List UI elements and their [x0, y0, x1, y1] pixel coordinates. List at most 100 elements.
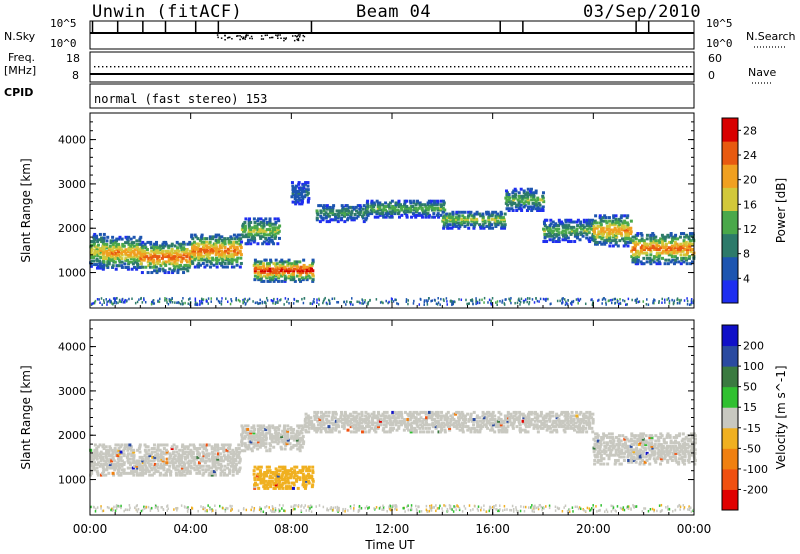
data-cell	[379, 417, 383, 421]
data-cell	[244, 235, 248, 239]
data-cell	[335, 425, 339, 429]
data-cell	[107, 248, 111, 252]
data-cell	[450, 226, 454, 230]
data-cell	[139, 471, 143, 475]
data-cell	[487, 219, 491, 223]
data-cell	[300, 198, 304, 202]
data-cell	[169, 473, 173, 477]
data-cell	[179, 267, 183, 271]
data-cell	[274, 483, 278, 487]
data-cell	[496, 221, 500, 225]
data-cell	[282, 271, 286, 275]
nave-point	[346, 66, 348, 68]
data-cell	[566, 412, 570, 416]
data-cell	[201, 455, 205, 459]
data-cell	[308, 267, 312, 271]
data-cell	[264, 445, 268, 449]
data-cell	[371, 419, 375, 423]
data-cell	[587, 238, 591, 242]
ground-scatter-cell	[603, 296, 605, 300]
data-cell	[532, 196, 536, 200]
data-cell	[582, 218, 586, 222]
data-cell	[515, 416, 519, 420]
data-cell	[99, 255, 103, 259]
data-cell	[419, 416, 423, 420]
data-cell	[266, 483, 270, 487]
data-cell	[400, 213, 404, 217]
data-cell	[424, 410, 428, 414]
data-cell	[141, 265, 145, 269]
data-cell	[436, 199, 440, 203]
data-cell	[171, 452, 175, 456]
data-cell	[165, 470, 169, 474]
data-cell	[415, 423, 419, 427]
data-cell	[366, 210, 370, 214]
data-cell	[631, 246, 635, 250]
ground-scatter-cell	[490, 299, 492, 303]
data-cell	[521, 414, 525, 418]
ground-scatter-cell	[533, 301, 536, 304]
data-cell	[682, 244, 686, 248]
nsearch-point	[227, 36, 230, 39]
data-cell	[350, 417, 354, 421]
data-cell	[400, 416, 404, 420]
data-cell	[135, 464, 139, 468]
nsearch-point	[271, 36, 274, 39]
data-cell	[272, 445, 276, 449]
data-cell	[98, 238, 102, 242]
data-cell	[426, 201, 430, 205]
data-cell	[504, 416, 508, 420]
data-cell	[243, 224, 247, 228]
data-cell	[256, 443, 260, 447]
data-cell	[115, 237, 119, 241]
data-cell	[548, 414, 552, 418]
data-cell	[457, 223, 461, 227]
data-cell	[322, 414, 326, 418]
data-cell	[171, 461, 175, 465]
data-cell	[208, 265, 212, 269]
data-cell	[276, 426, 280, 430]
data-cell	[490, 414, 494, 418]
data-cell	[256, 260, 260, 264]
data-cell	[93, 468, 97, 472]
data-cell	[667, 258, 671, 262]
data-cell	[346, 428, 350, 432]
data-cell	[327, 410, 331, 414]
data-cell	[134, 253, 138, 257]
data-cell	[292, 269, 296, 273]
data-cell	[221, 251, 225, 255]
data-cell	[683, 248, 687, 251]
data-cell	[114, 450, 118, 454]
data-cell	[511, 200, 515, 204]
data-cell	[406, 208, 410, 212]
data-cell	[116, 454, 120, 458]
data-cell	[586, 416, 590, 420]
data-cell	[382, 205, 386, 209]
ground-scatter-cell	[452, 300, 455, 304]
data-cell	[519, 187, 523, 191]
data-cell	[521, 419, 525, 423]
nsearch-point	[291, 35, 294, 37]
data-cell	[335, 209, 339, 213]
data-cell	[93, 461, 97, 465]
data-cell	[227, 242, 231, 246]
data-cell	[634, 240, 638, 244]
data-cell	[300, 271, 304, 275]
data-cell	[455, 212, 459, 216]
data-cell	[108, 253, 112, 257]
data-cell	[479, 226, 483, 230]
data-cell	[102, 265, 106, 269]
data-cell	[172, 443, 176, 447]
data-cell	[466, 428, 470, 432]
data-cell	[124, 258, 128, 262]
data-cell	[424, 426, 428, 430]
nsearch-point	[251, 37, 253, 40]
data-cell	[476, 423, 480, 427]
data-cell	[322, 204, 326, 208]
data-cell	[111, 257, 115, 261]
data-cell	[147, 459, 151, 463]
data-cell	[143, 462, 147, 466]
data-cell	[393, 210, 397, 214]
data-cell	[282, 442, 286, 446]
data-cell	[664, 242, 668, 246]
